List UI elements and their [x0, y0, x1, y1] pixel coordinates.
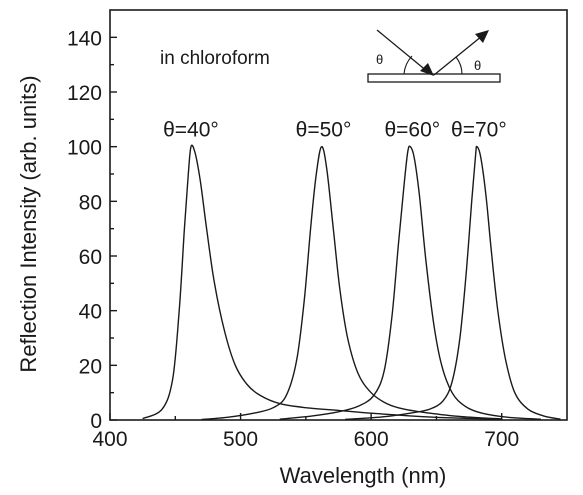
x-tick-label: 400 — [92, 428, 127, 451]
reflected-arrow-icon — [475, 30, 489, 43]
series-line-3 — [279, 145, 541, 420]
y-tick-label: 80 — [79, 191, 102, 214]
plot-border — [109, 9, 568, 421]
series-line-1 — [142, 144, 502, 420]
x-tick-label: 600 — [354, 428, 389, 451]
y-tick-label: 60 — [79, 246, 102, 269]
x-tick-label: 700 — [484, 428, 519, 451]
x-axis-title: Wavelength (nm) — [280, 463, 447, 488]
reflected-ray — [433, 35, 483, 76]
y-tick-label: 100 — [67, 137, 102, 160]
y-tick-label: 0 — [90, 410, 102, 433]
peak-label-4: θ=70° — [451, 119, 507, 142]
incident-angle-arc — [403, 55, 413, 75]
substrate-plate — [367, 73, 501, 83]
peak-label-2: θ=50° — [296, 119, 352, 142]
curves — [142, 144, 561, 421]
reflected-angle-arc — [455, 56, 463, 75]
solvent-annotation: in chloroform — [160, 48, 270, 69]
peak-label-1: θ=40° — [163, 119, 219, 142]
series-line-4 — [344, 145, 561, 421]
y-axis-title: Reflection Intensity (arb. units) — [16, 75, 41, 372]
axis-ticks — [109, 36, 503, 421]
incident-angle-label: θ — [376, 52, 383, 67]
reflected-angle-label: θ — [474, 58, 481, 73]
y-tick-label: 120 — [67, 82, 102, 105]
y-tick-label: 40 — [79, 301, 102, 324]
incident-ray — [376, 29, 429, 73]
tick-labels: 400 500 600 700 0 20 40 60 80 100 120 140 — [67, 27, 519, 451]
reflection-geometry-inset: θ θ — [367, 29, 501, 83]
x-tick-label: 500 — [223, 428, 258, 451]
y-tick-label: 140 — [67, 27, 102, 50]
peak-label-3: θ=60° — [384, 119, 440, 142]
incident-arrow-icon — [420, 63, 434, 76]
series-line-2 — [201, 145, 502, 421]
plot-frame — [109, 9, 568, 421]
y-tick-label: 20 — [79, 355, 102, 378]
peak-labels: θ=40° θ=50° θ=60° θ=70° — [163, 119, 507, 142]
